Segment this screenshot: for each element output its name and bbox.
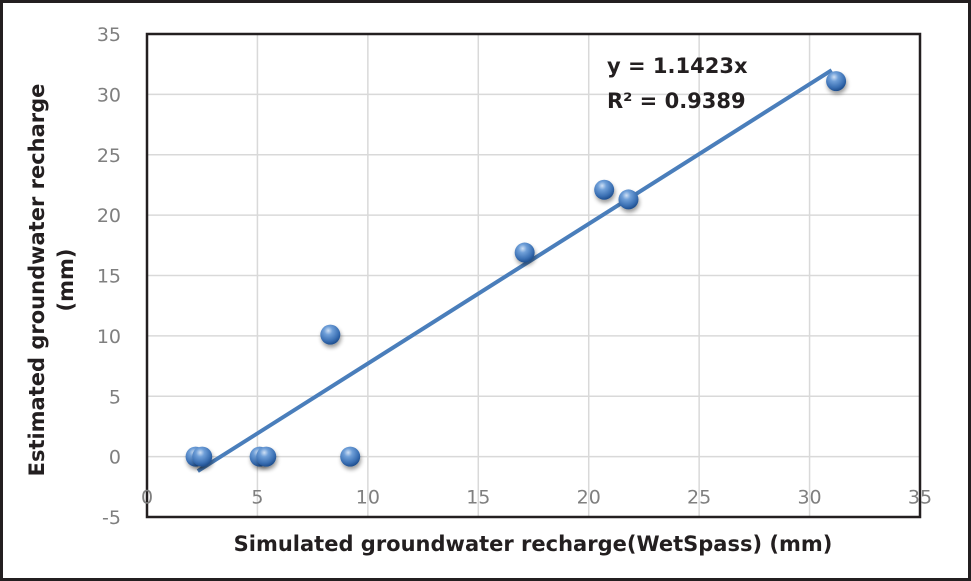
y-tick-label: 30 — [97, 84, 121, 106]
data-point — [514, 242, 535, 263]
x-tick-label: 10 — [356, 487, 380, 509]
gridlines — [147, 34, 920, 517]
x-tick-label: 5 — [251, 487, 263, 509]
data-point — [826, 71, 847, 92]
x-tick-label: 25 — [687, 487, 711, 509]
data-point — [594, 179, 615, 200]
data-point — [618, 189, 639, 210]
y-tick-label: -5 — [102, 507, 121, 529]
y-tick-label: 35 — [97, 24, 121, 46]
y-tick-label: 25 — [97, 145, 121, 167]
trendline-equation: y = 1.1423x — [607, 54, 748, 78]
data-points — [185, 71, 847, 467]
trendline — [196, 68, 833, 473]
y-tick-label: 15 — [97, 266, 121, 288]
x-tick-label: 15 — [466, 487, 490, 509]
y-axis-title: Estimated groundwater recharge (mm) — [25, 84, 78, 477]
y-tick-label: 5 — [109, 386, 121, 408]
data-point — [340, 446, 361, 467]
y-axis-title-line2: (mm) — [54, 249, 78, 312]
trendline-r-squared: R² = 0.9389 — [607, 89, 746, 113]
x-tick-label: 0 — [141, 487, 153, 509]
y-tick-label: 0 — [109, 447, 121, 469]
y-axis-ticks: -5 0 5 10 15 20 25 30 35 — [97, 24, 121, 529]
data-point — [320, 324, 341, 345]
y-tick-label: 10 — [97, 326, 121, 348]
data-point — [192, 446, 213, 467]
x-tick-label: 35 — [908, 487, 932, 509]
y-tick-label: 20 — [97, 205, 121, 227]
x-tick-label: 30 — [797, 487, 821, 509]
x-axis-title: Simulated groundwater recharge(WetSpass)… — [234, 532, 833, 556]
y-axis-title-line1: Estimated groundwater recharge — [25, 84, 49, 477]
data-point — [256, 446, 277, 467]
plot-area-border — [145, 32, 922, 519]
x-axis-ticks: 0 5 10 15 20 25 30 35 — [141, 487, 932, 509]
x-tick-label: 20 — [577, 487, 601, 509]
